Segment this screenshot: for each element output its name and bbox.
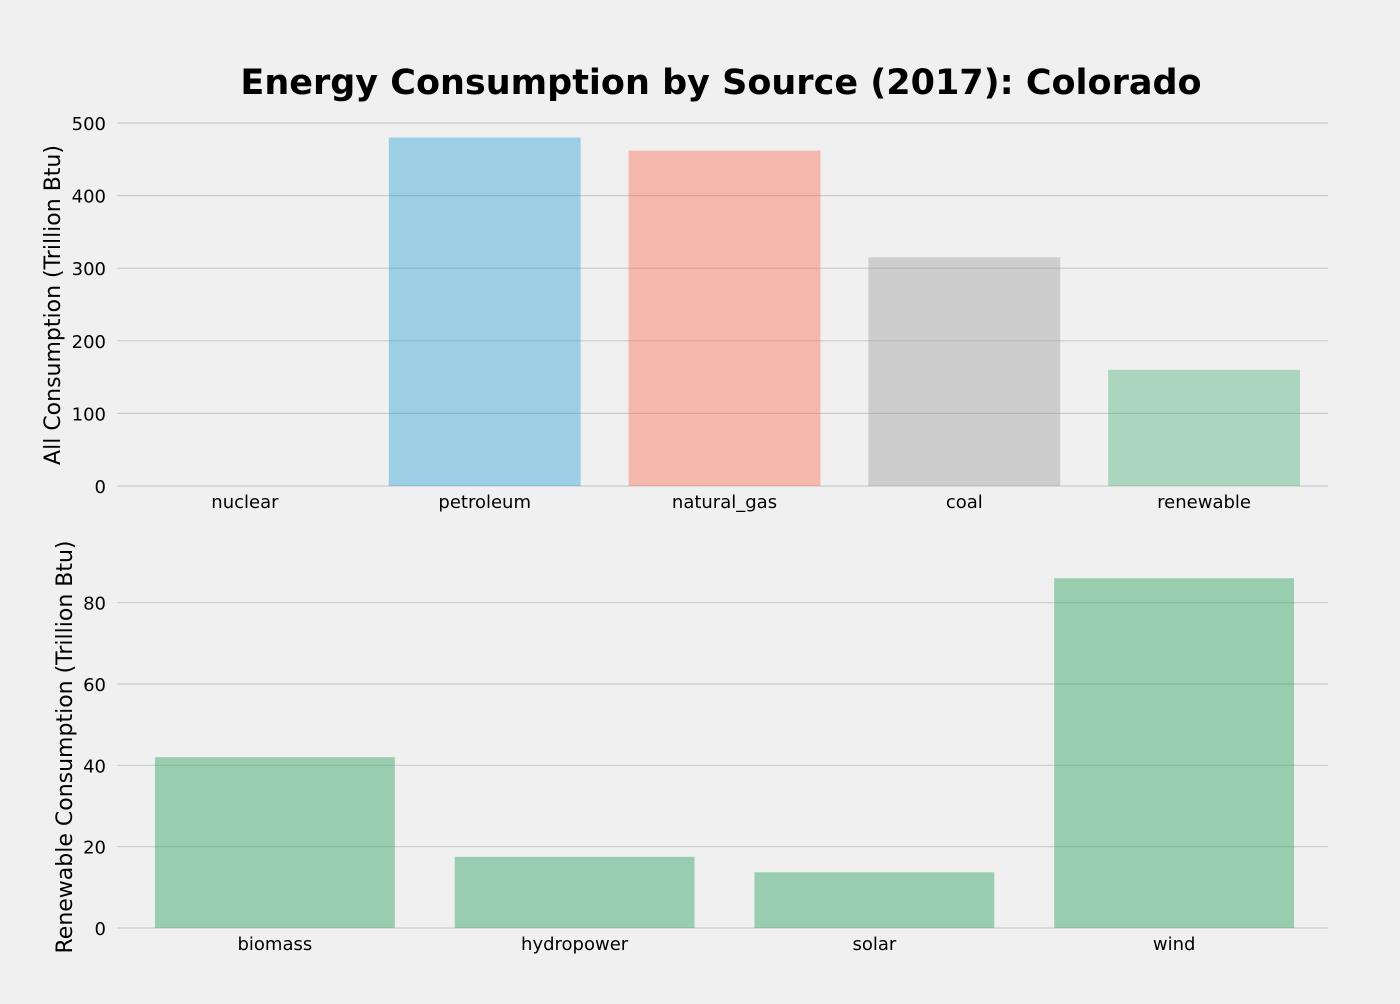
bottom-bar-solar <box>754 872 995 928</box>
bottom-x-tick-label: biomass <box>237 934 312 955</box>
top-y-tick-label: 300 <box>72 259 106 280</box>
top-x-tick-label: petroleum <box>438 492 531 513</box>
bottom-bar-biomass <box>154 757 395 928</box>
top-bar-petroleum <box>388 137 581 486</box>
top-y-tick-label: 500 <box>72 114 106 135</box>
bottom-bar-hydropower <box>454 856 695 928</box>
top-bar-natural-gas <box>628 150 821 486</box>
chart-title: Energy Consumption by Source (2017): Col… <box>240 63 1201 103</box>
bottom-y-tick-label: 0 <box>95 919 106 940</box>
bottom-x-tick-label: solar <box>852 934 896 955</box>
bottom-y-tick-label: 20 <box>83 838 106 859</box>
bottom-y-tick-label: 40 <box>83 756 106 777</box>
top-y-tick-label: 0 <box>95 477 106 498</box>
top-x-tick-label: renewable <box>1157 492 1251 513</box>
top-x-tick-label: coal <box>946 492 983 513</box>
top-y-tick-label: 200 <box>72 332 106 353</box>
bottom-y-axis-label: Renewable Consumption (Trillion Btu) <box>53 540 78 953</box>
bottom-y-tick-label: 80 <box>83 594 106 615</box>
top-bar-coal <box>868 257 1061 486</box>
top-y-axis-label: All Consumption (Trillion Btu) <box>41 145 66 465</box>
top-y-tick-label: 100 <box>72 404 106 425</box>
bottom-x-tick-label: hydropower <box>521 934 629 955</box>
bottom-chart-panel: 0 20 40 60 80 biomass hydropower solar wind <box>83 578 1328 955</box>
top-y-tick-label: 400 <box>72 187 106 208</box>
top-chart-panel: 0 100 200 300 400 500 nuclear petroleum natural_… <box>72 114 1328 513</box>
bottom-y-tick-label: 60 <box>83 675 106 696</box>
top-x-tick-label: natural_gas <box>672 492 777 513</box>
bottom-x-tick-label: wind <box>1153 934 1196 955</box>
bottom-bar-wind <box>1054 578 1295 928</box>
top-x-tick-label: nuclear <box>211 492 279 513</box>
top-bar-renewable <box>1108 369 1301 486</box>
